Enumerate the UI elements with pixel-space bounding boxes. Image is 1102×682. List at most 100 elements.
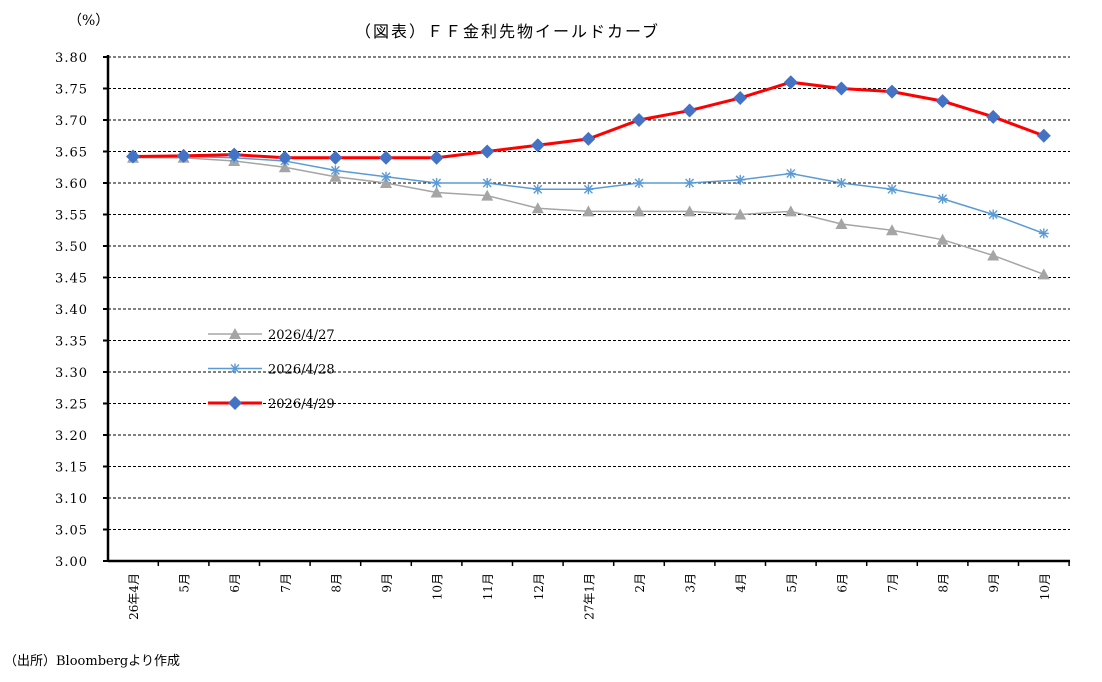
star-marker xyxy=(684,178,695,188)
diamond-marker xyxy=(834,81,849,96)
x-tick-label: 5月 xyxy=(178,573,192,593)
diamond-marker xyxy=(632,113,646,127)
diamond-marker xyxy=(277,150,292,165)
triangle-marker xyxy=(430,186,443,198)
diamond-marker xyxy=(328,150,343,165)
legend-item: 2026/4/27 xyxy=(208,328,335,343)
triangle-marker xyxy=(886,224,898,236)
star-stroke xyxy=(938,194,948,204)
x-tick-label: 26年4月 xyxy=(127,573,141,620)
triangle-marker xyxy=(329,170,342,182)
star-marker xyxy=(937,193,948,204)
series-line xyxy=(133,155,1045,235)
x-tick-label: 12月 xyxy=(532,573,546,600)
y-tick-label: 3.75 xyxy=(55,83,88,98)
diamond-marker xyxy=(176,148,191,163)
star-stroke xyxy=(330,165,340,175)
x-tick-label: 10月 xyxy=(431,573,445,600)
triangle-marker xyxy=(734,208,747,220)
star-marker xyxy=(836,178,847,188)
diamond-marker xyxy=(783,75,798,90)
x-tick-label: 10月 xyxy=(1038,573,1052,600)
star-stroke xyxy=(836,178,846,188)
triangle-marker xyxy=(987,249,1000,261)
legend-label: 2026/4/28 xyxy=(268,363,335,378)
x-tick-label: 6月 xyxy=(835,573,849,593)
y-tick-label: 3.65 xyxy=(55,146,88,161)
legend-label: 2026/4/27 xyxy=(268,328,335,343)
diamond-marker xyxy=(228,396,242,410)
x-tick-label: 11月 xyxy=(481,573,495,600)
x-tick-label: 8月 xyxy=(937,573,951,593)
y-tick-label: 3.35 xyxy=(55,335,88,350)
triangle-marker xyxy=(1037,268,1050,280)
star-marker xyxy=(330,165,341,176)
diamond-marker xyxy=(682,103,697,118)
series-2026/4/27 xyxy=(127,151,1050,280)
star-marker xyxy=(583,184,594,195)
diamond-marker xyxy=(379,150,393,165)
y-tick-label: 3.25 xyxy=(55,398,88,413)
diamond-marker xyxy=(126,149,140,164)
x-tick-label: 27年1月 xyxy=(582,573,596,620)
y-tick-label: 3.00 xyxy=(55,555,88,570)
diamond-marker xyxy=(480,144,495,159)
triangle-marker xyxy=(380,177,392,188)
diamond-marker xyxy=(1036,128,1051,143)
triangle-marker xyxy=(582,205,595,217)
diamond-marker xyxy=(581,131,596,146)
y-tick-label: 3.60 xyxy=(55,177,88,192)
source-note: （出所）Bloombergより作成 xyxy=(4,654,180,669)
star-marker xyxy=(431,178,442,188)
x-tick-label: 3月 xyxy=(684,573,698,593)
star-stroke xyxy=(634,178,644,188)
star-stroke xyxy=(583,184,593,194)
diamond-marker xyxy=(530,138,545,153)
star-stroke xyxy=(230,364,240,373)
star-stroke xyxy=(482,178,492,188)
y-axis-unit: （%） xyxy=(68,13,110,29)
triangle-marker xyxy=(633,205,645,217)
triangle-marker xyxy=(531,202,544,214)
star-stroke xyxy=(533,184,543,194)
x-tick-label: 8月 xyxy=(329,573,343,593)
y-tick-label: 3.30 xyxy=(55,366,88,381)
x-tick-label: 2月 xyxy=(633,573,647,593)
star-stroke xyxy=(786,169,796,179)
diamond-marker xyxy=(986,109,1001,124)
x-tick-label: 9月 xyxy=(987,573,1001,593)
star-stroke xyxy=(735,175,745,185)
triangle-marker xyxy=(278,161,291,173)
star-marker xyxy=(1038,228,1049,239)
diamond-marker xyxy=(885,84,899,99)
legend-item: 2026/4/28 xyxy=(208,363,335,378)
legend-label: 2026/4/29 xyxy=(268,397,335,412)
y-tick-label: 3.70 xyxy=(55,114,88,129)
legend-item: 2026/4/29 xyxy=(208,396,335,412)
y-tick-label: 3.10 xyxy=(55,492,88,507)
y-tick-label: 3.55 xyxy=(55,209,88,224)
y-tick-label: 3.40 xyxy=(55,303,88,318)
diamond-marker xyxy=(733,90,748,105)
x-tick-label: 5月 xyxy=(785,573,799,593)
triangle-marker xyxy=(229,328,241,339)
diamond-marker xyxy=(429,150,444,165)
star-marker xyxy=(532,184,543,195)
x-tick-label: 4月 xyxy=(734,573,748,593)
triangle-marker xyxy=(683,205,696,217)
star-stroke xyxy=(1039,228,1049,238)
star-marker xyxy=(785,168,796,179)
star-marker xyxy=(381,171,391,182)
star-stroke xyxy=(685,178,695,188)
star-stroke xyxy=(988,210,998,219)
legend: 2026/4/27 2026/4/28 2026/4/29 xyxy=(208,328,335,412)
chart-title: （図表）ＦＦ金利先物イールドカーブ xyxy=(355,22,661,41)
diamond-marker xyxy=(227,147,242,162)
star-marker xyxy=(634,178,644,188)
star-marker xyxy=(735,174,746,185)
x-tick-label: 6月 xyxy=(228,573,242,593)
triangle-marker xyxy=(936,233,949,245)
y-tick-label: 3.50 xyxy=(55,240,88,255)
star-stroke xyxy=(432,178,442,188)
